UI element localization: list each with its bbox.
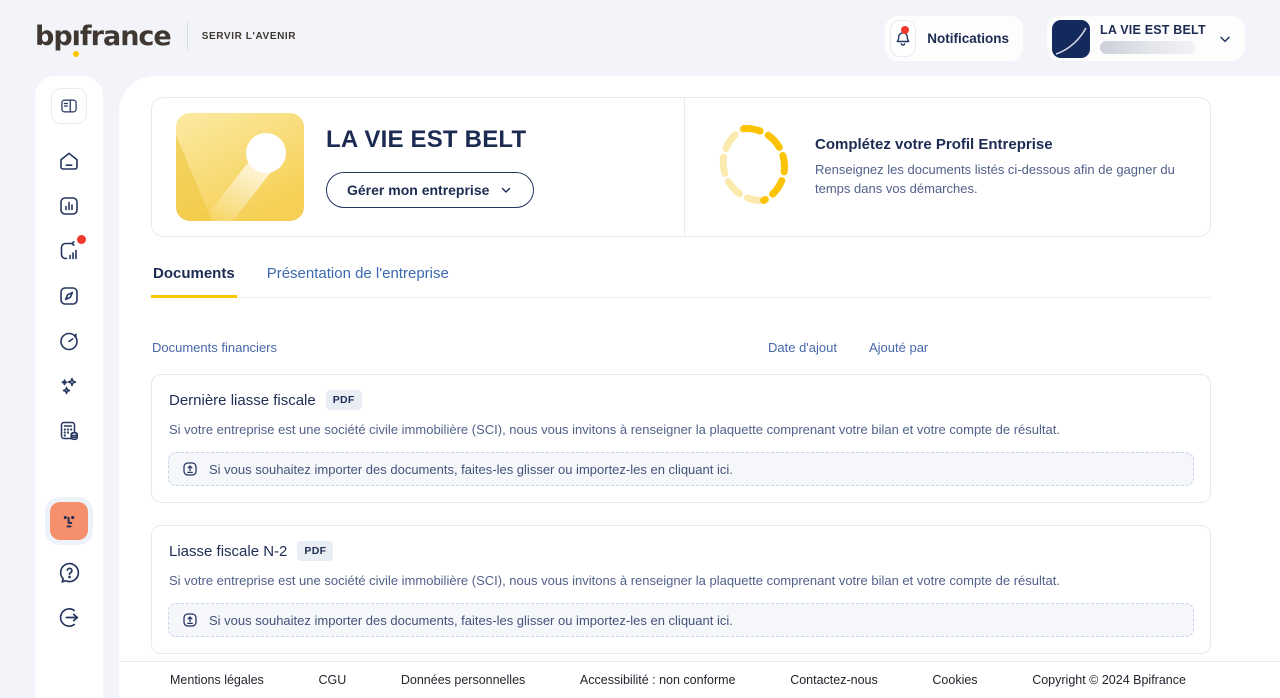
footer-link-donnees-personnelles[interactable]: Données personnelles	[400, 673, 526, 687]
sidebar-item-discover[interactable]	[56, 283, 82, 309]
company-name: LA VIE EST BELT	[1100, 23, 1206, 37]
logo-text-right: france	[79, 20, 172, 52]
calculator-icon	[60, 421, 78, 441]
footer-link-contactez-nous[interactable]: Contactez-nous	[790, 673, 878, 687]
company-overview-left: LA VIE EST BELT Gérer mon entreprise	[152, 98, 684, 236]
footer-link-cgu[interactable]: CGU	[318, 673, 347, 687]
bpifrance-wordmark: bpı france	[35, 20, 172, 57]
gauge-icon	[60, 332, 78, 351]
documents-list-header: Documents financiers Date d'ajout Ajouté…	[151, 340, 1211, 356]
profile-completion-description: Renseignez les documents listés ci-desso…	[815, 162, 1175, 196]
footer-link-accessibilite[interactable]: Accessibilité : non conforme	[579, 673, 736, 687]
document-title: Dernière liasse fiscale	[169, 391, 316, 409]
pdf-badge: PDF	[325, 390, 362, 410]
bell-icon-box	[890, 20, 917, 57]
bar-chart-icon	[60, 197, 78, 215]
help-icon	[59, 562, 79, 583]
logo-i-glyph: ı	[71, 20, 81, 52]
notifications-label: Notifications	[927, 31, 1009, 46]
column-header-date-ajout: Date d'ajout	[768, 340, 837, 355]
company-meta: LA VIE EST BELT	[1100, 23, 1206, 54]
sidebar-item-analytics[interactable]	[56, 193, 82, 219]
brand-tagline: SERVIR L'AVENIR	[201, 30, 297, 42]
bell-icon	[896, 31, 910, 46]
brand-divider	[186, 22, 188, 50]
tab-bar: Documents Présentation de l'entreprise	[151, 265, 1211, 298]
panel-toggle-icon	[61, 99, 77, 113]
sidebar-item-home[interactable]	[56, 148, 82, 174]
footer-link-cookies[interactable]: Cookies	[932, 673, 978, 687]
main-panel: LA VIE EST BELT Gérer mon entreprise	[119, 76, 1280, 698]
notification-badge	[901, 26, 910, 34]
logout-icon	[59, 607, 78, 627]
manage-company-button[interactable]: Gérer mon entreprise	[326, 172, 535, 208]
upload-icon	[183, 462, 197, 476]
sidebar-toggle-button[interactable]	[51, 88, 87, 124]
profile-completion-section: Complétez votre Profil Entreprise Rensei…	[684, 98, 1210, 236]
company-selector[interactable]: LA VIE EST BELT	[1046, 15, 1246, 62]
sidebar-item-profile-active[interactable]	[45, 497, 93, 545]
company-avatar-curve	[1055, 27, 1087, 55]
tab-presentation[interactable]: Présentation de l'entreprise	[265, 265, 451, 298]
financing-chart-icon	[60, 241, 77, 260]
notifications-button[interactable]: Notifications	[884, 15, 1024, 62]
sidebar-nav	[56, 148, 86, 444]
chevron-down-icon	[502, 187, 511, 193]
sidebar-item-accounting[interactable]	[56, 418, 82, 444]
home-icon	[60, 152, 78, 170]
company-logo-large	[176, 113, 304, 221]
footer-copyright: Copyright © 2024 Bpifrance	[1032, 673, 1186, 687]
upload-dropzone[interactable]: Si vous souhaitez importer des documents…	[168, 452, 1194, 486]
tab-documents[interactable]: Documents	[151, 265, 237, 298]
document-description: Si votre entreprise est une société civi…	[169, 573, 1060, 588]
upload-icon	[183, 613, 197, 627]
upload-dropzone[interactable]: Si vous souhaitez importer des documents…	[168, 603, 1194, 637]
company-avatar	[1052, 19, 1090, 58]
sidebar-item-assistant[interactable]	[56, 373, 82, 399]
document-description: Si votre entreprise est une société civi…	[169, 422, 1060, 437]
page-company-title: LA VIE EST BELT	[326, 126, 527, 153]
company-subtitle-skeleton	[1100, 41, 1196, 54]
logo-text-left: bp	[35, 20, 73, 52]
footer-link-mentions-legales[interactable]: Mentions légales	[170, 673, 264, 687]
upload-dropzone-label: Si vous souhaitez importer des documents…	[209, 612, 733, 628]
sidebar-item-help[interactable]	[56, 559, 82, 585]
top-header: bpı france SERVIR L'AVENIR Notifications …	[0, 0, 1280, 76]
sidebar-item-performance[interactable]	[56, 328, 82, 354]
sidebar-item-logout[interactable]	[56, 604, 82, 630]
profile-face-tile	[50, 502, 88, 540]
sidebar-item-financing[interactable]	[56, 235, 86, 264]
document-card-derniere-liasse: Dernière liasse fiscale PDF Si votre ent…	[151, 374, 1211, 503]
chevron-down-icon	[1220, 36, 1230, 42]
document-card-liasse-n2: Liasse fiscale N-2 PDF Si votre entrepri…	[151, 525, 1211, 654]
company-logo-art	[176, 113, 304, 221]
pdf-badge: PDF	[297, 541, 334, 561]
company-overview-card: LA VIE EST BELT Gérer mon entreprise	[151, 97, 1211, 237]
profile-completion-title: Complétez votre Profil Entreprise	[815, 136, 1053, 154]
profile-progress-ring	[709, 123, 793, 212]
financing-alert-dot	[77, 235, 86, 244]
column-header-ajoute-par: Ajouté par	[869, 340, 929, 355]
footer: Mentions légales CGU Données personnelle…	[119, 661, 1280, 698]
bpifrance-face-icon	[63, 515, 75, 528]
section-title-documents-financiers: Documents financiers	[152, 340, 277, 355]
upload-dropzone-label: Si vous souhaitez importer des documents…	[209, 461, 733, 477]
bpifrance-logo: bpı france SERVIR L'AVENIR	[35, 20, 297, 57]
logo-yellow-dot	[72, 50, 79, 57]
sidebar	[35, 76, 103, 698]
sparkles-icon	[61, 377, 77, 395]
logo-i: ı	[71, 20, 81, 57]
manage-company-label: Gérer mon entreprise	[347, 182, 490, 198]
document-title: Liasse fiscale N-2	[169, 542, 288, 560]
compass-icon	[60, 287, 78, 305]
